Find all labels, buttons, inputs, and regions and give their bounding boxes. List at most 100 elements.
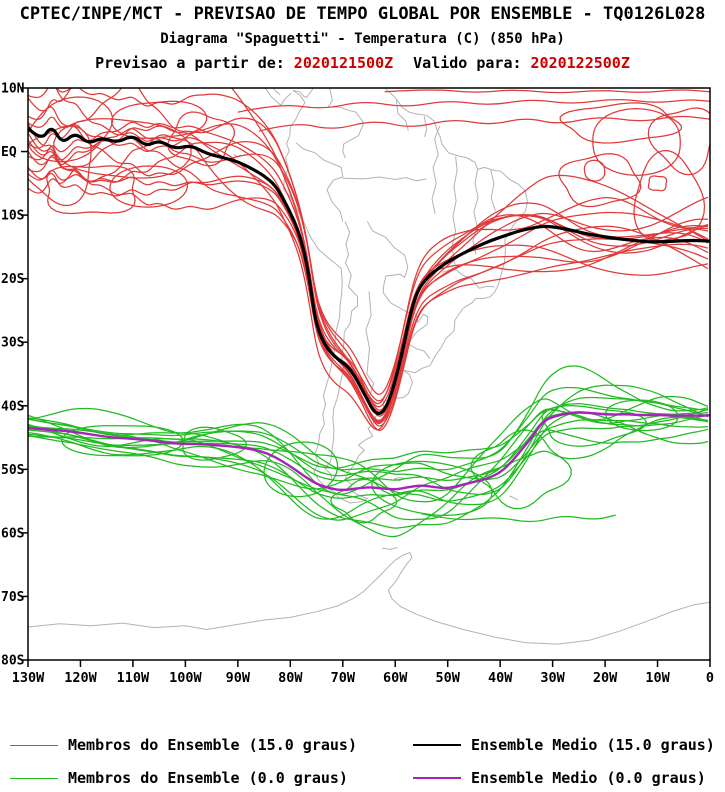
legend-line-members-0c bbox=[10, 777, 58, 779]
ensemble-member-path bbox=[237, 98, 710, 113]
y-axis-label: 10N bbox=[1, 82, 25, 97]
ensemble-member-path bbox=[421, 513, 616, 523]
ensemble-member-path bbox=[28, 403, 709, 499]
coastline-path bbox=[327, 88, 365, 159]
coastline-path bbox=[366, 221, 409, 293]
chart-header: CPTEC/INPE/MCT - PREVISAO DE TEMPO GLOBA… bbox=[0, 0, 725, 72]
x-axis-label: 110W bbox=[117, 670, 150, 686]
ensemble-member-path bbox=[384, 89, 710, 94]
coastline-path bbox=[490, 169, 496, 211]
x-axis-label: 10W bbox=[645, 670, 670, 686]
ensemble-member-loop bbox=[559, 102, 683, 144]
ensemble-members-0c-lines bbox=[28, 365, 709, 538]
ensemble-member-loop bbox=[647, 107, 710, 176]
y-axis-label: EQ bbox=[1, 145, 17, 160]
valid-time-label: Valido para: bbox=[413, 54, 522, 73]
x-axis-label: 30W bbox=[540, 670, 565, 686]
coastline-path bbox=[509, 495, 519, 501]
coastline-path bbox=[262, 88, 292, 106]
ensemble-member-loop bbox=[167, 111, 236, 167]
y-axis-label: 40S bbox=[1, 399, 25, 414]
coastline-path bbox=[382, 547, 398, 550]
y-axis-label: 50S bbox=[1, 463, 25, 478]
x-axis-label: 80W bbox=[278, 670, 303, 686]
ensemble-member-loop bbox=[109, 165, 189, 208]
y-axis-label: 30S bbox=[1, 336, 25, 351]
ensemble-member-path bbox=[28, 139, 709, 408]
ensemble-member-path bbox=[28, 428, 709, 521]
ensemble-member-loop bbox=[470, 429, 572, 510]
coastline-path bbox=[342, 176, 427, 182]
legend-line-mean-15c bbox=[413, 744, 461, 746]
ensemble-member-loop bbox=[633, 149, 706, 242]
ensemble-member-loop bbox=[583, 159, 606, 182]
coastline-path bbox=[431, 125, 441, 214]
init-time-label: Previsao a partir de: bbox=[95, 54, 285, 73]
x-axis-label: 40W bbox=[488, 670, 513, 686]
ensemble-member-path bbox=[55, 88, 709, 431]
ensemble-member-loop bbox=[541, 405, 647, 447]
x-axis-label: 100W bbox=[169, 670, 202, 686]
ensemble-member-path bbox=[28, 166, 709, 431]
ensemble-member-path bbox=[28, 97, 709, 395]
ensemble-member-loop bbox=[28, 125, 92, 207]
legend-label-members-15c: Membros do Ensemble (15.0 graus) bbox=[68, 736, 357, 754]
x-axis-label: 60W bbox=[383, 670, 408, 686]
ensemble-member-path bbox=[258, 115, 710, 132]
chart-validity-line: Previsao a partir de: 2020121500Z Valido p… bbox=[0, 55, 725, 72]
ensemble-member-loop bbox=[53, 118, 192, 179]
ensemble-member-path bbox=[28, 116, 709, 422]
ensemble-member-path bbox=[28, 169, 709, 427]
legend-row-1: Membros do Ensemble (15.0 graus) Ensembl… bbox=[10, 735, 720, 755]
y-axis-label: 70S bbox=[1, 590, 25, 605]
ensemble-member-path bbox=[28, 386, 709, 473]
ensemble-member-loop bbox=[330, 478, 398, 524]
ensemble-members-15c-lines bbox=[28, 88, 710, 431]
ensemble-member-loop bbox=[592, 107, 681, 177]
x-axis-label: 130W bbox=[12, 670, 45, 686]
ensemble-member-path bbox=[28, 137, 709, 424]
legend-line-mean-0c bbox=[413, 777, 461, 779]
legend-label-members-0c: Membros do Ensemble (0.0 graus) bbox=[68, 769, 348, 787]
ensemble-member-path bbox=[28, 125, 709, 402]
basemap-coastlines bbox=[28, 88, 710, 645]
ensemble-mean-15c-line bbox=[28, 126, 710, 416]
coastline-path bbox=[272, 88, 281, 96]
init-time-value: 2020121500Z bbox=[293, 54, 394, 73]
ensemble-member-path bbox=[28, 121, 709, 413]
x-axis-label: 70W bbox=[331, 670, 356, 686]
plot-frame bbox=[27, 87, 711, 661]
legend: Membros do Ensemble (15.0 graus) Ensembl… bbox=[10, 735, 720, 792]
chart-title: CPTEC/INPE/MCT - PREVISAO DE TEMPO GLOBA… bbox=[19, 4, 706, 24]
x-axis-label: 20W bbox=[593, 670, 618, 686]
chart-subtitle: Diagrama "Spaguetti" - Temperatura (C) (… bbox=[160, 30, 565, 47]
y-axis-label: 10S bbox=[1, 209, 25, 224]
ensemble-member-loop bbox=[558, 153, 642, 208]
x-axis-label: 90W bbox=[226, 670, 251, 686]
legend-line-members-15c bbox=[10, 744, 58, 746]
x-axis-label: 50W bbox=[435, 670, 460, 686]
axes: 130W 120W 110W 100W 90W 80W 70W 60W 50W 40W 30W 20W… bbox=[1, 82, 714, 687]
x-axis-label: 120W bbox=[64, 670, 97, 686]
coastline-path bbox=[407, 343, 431, 360]
y-axis-label: 20S bbox=[1, 272, 25, 287]
coastline-path bbox=[323, 221, 358, 483]
ensemble-member-loop bbox=[263, 441, 339, 498]
coastline-path bbox=[295, 142, 344, 222]
coastline-path bbox=[423, 115, 428, 138]
y-axis-label: 80S bbox=[1, 654, 25, 669]
ensemble-member-loop bbox=[46, 165, 136, 215]
legend-row-2: Membros do Ensemble (0.0 graus) Ensemble… bbox=[10, 768, 720, 788]
legend-label-mean-15c: Ensemble Medio (15.0 graus) bbox=[471, 736, 715, 754]
ensemble-member-path bbox=[28, 365, 709, 495]
map-plot-area bbox=[28, 88, 710, 645]
ensemble-mean-0c-line bbox=[28, 411, 710, 492]
legend-label-mean-0c: Ensemble Medio (0.0 graus) bbox=[471, 769, 706, 787]
y-axis-label: 60S bbox=[1, 526, 25, 541]
ensemble-member-path bbox=[28, 384, 709, 496]
coastline-path bbox=[472, 169, 479, 255]
coastline-path bbox=[28, 551, 710, 645]
ensemble-member-loop bbox=[111, 100, 208, 139]
